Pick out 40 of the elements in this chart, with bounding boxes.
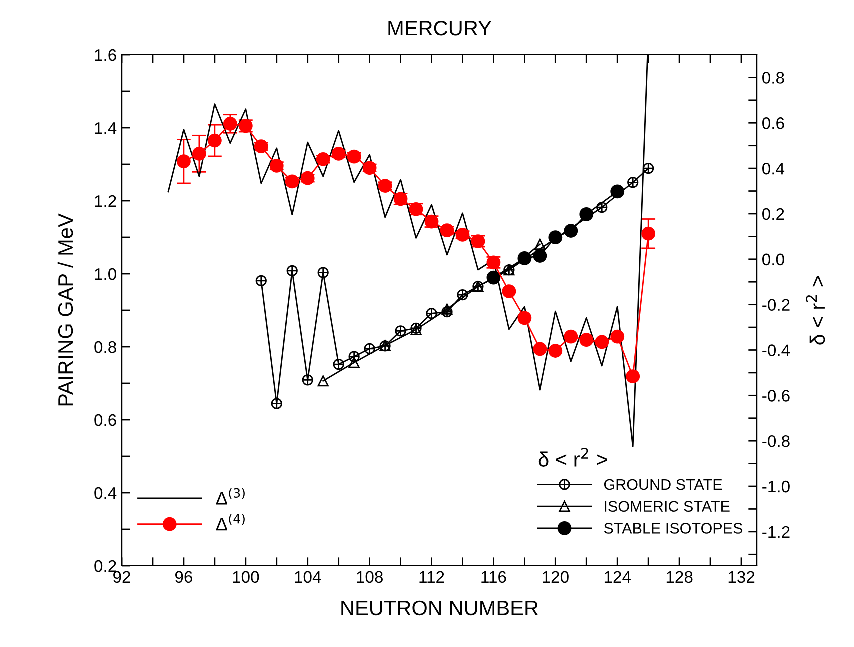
x-axis-title: NEUTRON NUMBER xyxy=(342,600,538,616)
y2-tick-label: -0.2 xyxy=(762,299,790,312)
legend-title: δ < r$^{2}$ > xyxy=(538,448,608,467)
y-axis-title: PAIRING GAP / MeV xyxy=(58,214,74,406)
chart-title: MERCURY xyxy=(388,21,492,36)
legend-label: Δ$^{(3)}$ xyxy=(216,488,245,505)
x-tick-label: 96 xyxy=(175,571,192,584)
x-tick-label: 104 xyxy=(295,571,322,584)
y-tick-label: 0.4 xyxy=(94,487,117,500)
y2-tick-label: -1.0 xyxy=(762,480,790,493)
y2-tick-label: -0.8 xyxy=(762,435,790,448)
y2-tick-label: 0.4 xyxy=(762,162,785,175)
x-tick-label: 116 xyxy=(482,571,506,584)
y-tick-label: 1.4 xyxy=(95,122,117,134)
y2-axis-title: δ < r$^{2}$ > xyxy=(806,276,826,345)
y-tick-label: 1.6 xyxy=(95,49,116,62)
x-tick-label: 132 xyxy=(728,571,755,584)
y-tick-label: 1.2 xyxy=(95,195,116,208)
y2-tick-label: 0.6 xyxy=(762,118,784,130)
y2-tick-label: 0.2 xyxy=(762,208,784,220)
x-tick-label: 100 xyxy=(233,571,260,584)
y2-tick-label: -0.6 xyxy=(762,390,790,402)
y-tick-label: 1.0 xyxy=(95,268,116,280)
x-tick-label: 128 xyxy=(666,571,693,584)
x-tick-label: 108 xyxy=(357,571,383,584)
y2-tick-label: -0.4 xyxy=(762,344,790,356)
legend-label: ISOMERIC STATE xyxy=(605,501,730,512)
y-tick-label: 0.6 xyxy=(94,414,116,426)
legend-label: Δ$^{(4)}$ xyxy=(216,514,245,531)
x-tick-label: 92 xyxy=(114,571,130,584)
x-tick-label: 120 xyxy=(543,571,569,584)
legend-label: GROUND STATE xyxy=(604,479,722,490)
y-tick-label: 0.2 xyxy=(94,560,116,572)
x-tick-label: 112 xyxy=(420,571,444,583)
x-tick-label: 124 xyxy=(604,571,632,583)
y-tick-label: 0.8 xyxy=(94,341,116,354)
y2-tick-label: 0.8 xyxy=(762,72,784,84)
y2-tick-label: -1.2 xyxy=(762,526,790,538)
y2-tick-label: 0.0 xyxy=(762,254,784,266)
legend-label: STABLE ISOTOPES xyxy=(604,523,743,534)
